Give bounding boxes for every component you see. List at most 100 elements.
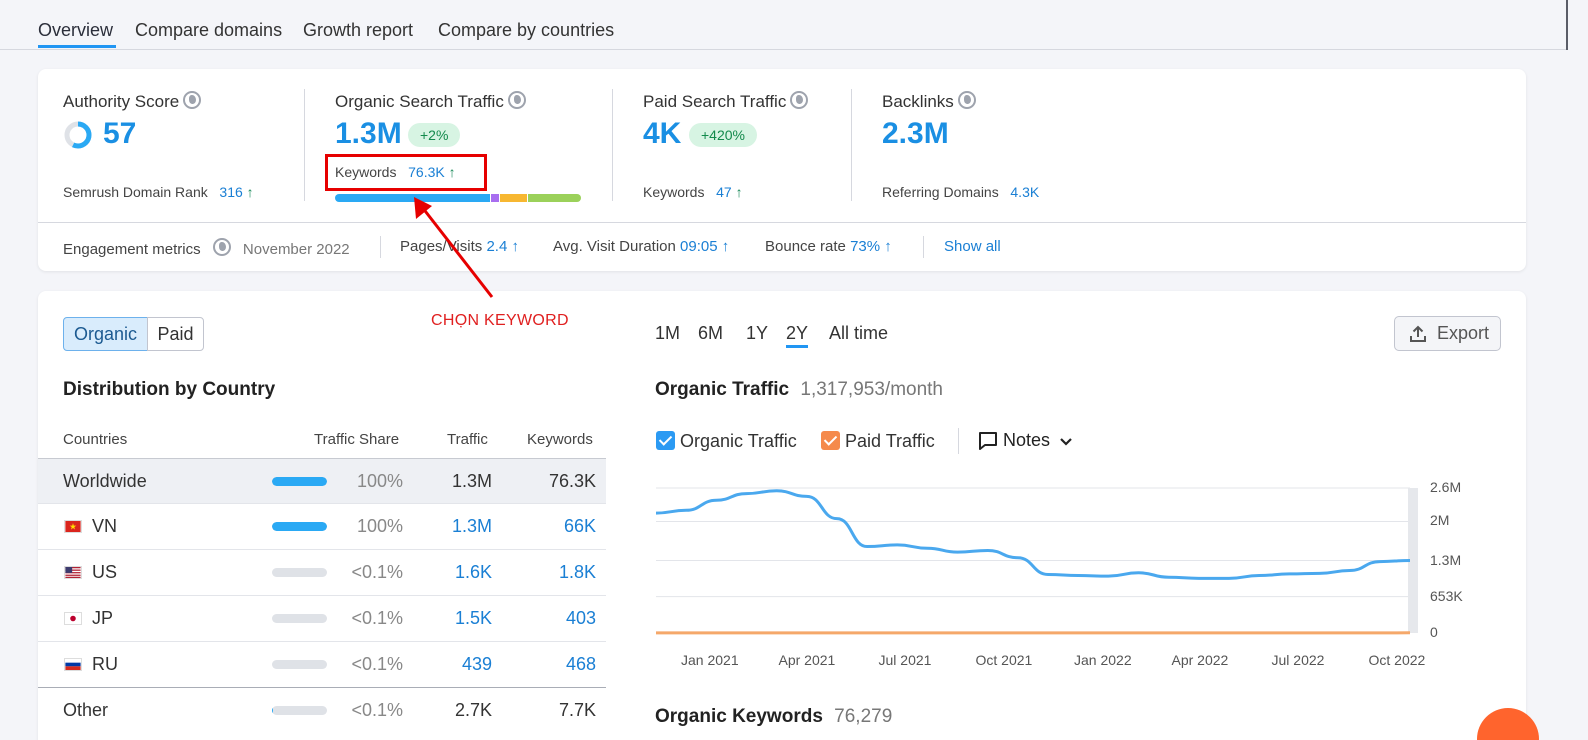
- x-tick-label: Oct 2021: [975, 652, 1033, 668]
- chevron-down-icon[interactable]: [1059, 437, 1073, 447]
- annotation-highlight-box: [325, 154, 487, 191]
- x-tick-label: Jul 2022: [1271, 652, 1325, 668]
- paid-toggle[interactable]: Paid: [147, 317, 204, 351]
- keyword-bar-segment[interactable]: [528, 194, 581, 202]
- arrow-up-icon: ↑: [511, 238, 519, 255]
- keywords-value[interactable]: 66K: [563, 516, 596, 536]
- globe-icon[interactable]: [507, 91, 526, 109]
- traffic-share: 100%: [356, 516, 403, 536]
- organic-keywords-title: Organic Keywords 76,279: [655, 706, 893, 727]
- organic-toggle[interactable]: Organic: [63, 317, 148, 351]
- globe-icon[interactable]: [957, 91, 976, 109]
- keywords-value: 7.7K: [558, 700, 596, 720]
- traffic-share: <0.1%: [351, 562, 403, 582]
- paid-traffic-value[interactable]: 4K: [643, 117, 682, 150]
- x-tick-label: Apr 2022: [1171, 652, 1229, 668]
- table-row[interactable]: Worldwide 100% 1.3M 76.3K: [38, 458, 606, 504]
- russia-flag-icon: [64, 658, 82, 671]
- period-1y[interactable]: 1Y: [746, 323, 769, 343]
- tab-overview[interactable]: Overview: [38, 20, 114, 40]
- summary-card: [38, 69, 1526, 271]
- traffic-value[interactable]: 1.5K: [454, 608, 492, 628]
- y-tick-label: 2.6M: [1430, 479, 1462, 495]
- paid-keywords-value[interactable]: 47: [716, 184, 732, 200]
- divider: [38, 222, 1526, 223]
- keyword-bar-segment[interactable]: [500, 194, 527, 202]
- domain-rank: Semrush Domain Rank 316 ↑: [63, 184, 254, 200]
- y-tick-label: 1.3M: [1430, 551, 1462, 568]
- organic-traffic-title: Organic Traffic 1,317,953/month: [655, 379, 944, 400]
- keyword-bar-segment[interactable]: [335, 194, 490, 202]
- traffic-value[interactable]: 1.6K: [454, 562, 492, 582]
- traffic-share: <0.1%: [351, 654, 403, 674]
- x-tick-label: Jul 2021: [878, 652, 932, 668]
- table-row[interactable]: JP <0.1% 1.5K 403: [38, 596, 606, 642]
- organic-keywords-value[interactable]: 76.3K: [408, 164, 445, 180]
- notes-icon: [979, 432, 997, 450]
- tab-compare-by-countries[interactable]: Compare by countries: [438, 20, 615, 40]
- table-row[interactable]: US <0.1% 1.6K 1.8K: [38, 550, 606, 596]
- referring-domains-value[interactable]: 4.3K: [1010, 184, 1040, 200]
- active-tab-indicator: [38, 45, 116, 48]
- table-row[interactable]: VN 100% 1.3M 66K: [38, 504, 606, 550]
- organic-keywords: Keywords 76.3K ↑: [335, 164, 456, 180]
- bounce-rate: Bounce rate 73% ↑: [765, 238, 892, 255]
- keywords-value[interactable]: 468: [565, 654, 596, 674]
- divider: [923, 236, 924, 258]
- domain-rank-value[interactable]: 316: [219, 184, 243, 200]
- col-traffic[interactable]: Traffic: [447, 431, 488, 448]
- organic-traffic-checkbox[interactable]: [656, 431, 675, 450]
- traffic-share-bar: [272, 614, 327, 623]
- traffic-share: 100%: [356, 471, 403, 491]
- col-keywords[interactable]: Keywords: [527, 431, 593, 448]
- organic-keywords-count: 76,279: [834, 706, 893, 727]
- divider: [958, 428, 959, 454]
- table-row[interactable]: RU <0.1% 439 468: [38, 642, 606, 688]
- period-2y[interactable]: 2Y: [786, 323, 809, 348]
- organic-growth-badge: +2%: [408, 123, 461, 147]
- arrow-up-icon: ↑: [246, 184, 254, 200]
- usa-flag-icon: [64, 566, 82, 579]
- organic-traffic-per-month: 1,317,953/month: [800, 379, 944, 400]
- globe-icon[interactable]: [212, 238, 231, 256]
- x-tick-label: Jan 2022: [1074, 652, 1132, 668]
- y-tick-label: 653K: [1430, 587, 1463, 604]
- traffic-share: <0.1%: [351, 608, 403, 628]
- japan-flag-icon: [64, 612, 82, 625]
- y-tick-label: 0: [1430, 624, 1438, 640]
- paid-traffic-label: Paid Search Traffic: [643, 91, 809, 112]
- arrow-up-icon: ↑: [884, 238, 892, 255]
- country-name: VN: [92, 516, 118, 536]
- y-tick-label: 2M: [1430, 512, 1450, 529]
- tab-growth-report[interactable]: Growth report: [303, 20, 414, 40]
- paid-traffic-checkbox[interactable]: [821, 431, 840, 450]
- keyword-bar-segment[interactable]: [491, 194, 499, 202]
- notes-dropdown[interactable]: Notes: [1003, 430, 1051, 450]
- keywords-value[interactable]: 1.8K: [558, 562, 596, 582]
- scrollbar-edge: [1566, 0, 1568, 50]
- backlinks-value[interactable]: 2.3M: [882, 117, 949, 150]
- paid-keywords: Keywords 47 ↑: [643, 184, 743, 200]
- col-traffic-share[interactable]: Traffic Share: [314, 431, 400, 448]
- period-1m[interactable]: 1M: [655, 323, 681, 343]
- traffic-value[interactable]: 1.3M: [451, 516, 492, 536]
- traffic-value[interactable]: 439: [461, 654, 492, 674]
- period-6m[interactable]: 6M: [698, 323, 724, 343]
- export-button[interactable]: Export: [1394, 316, 1501, 351]
- organic-traffic-value[interactable]: 1.3M: [335, 117, 402, 150]
- divider: [304, 89, 305, 201]
- col-countries: Countries: [63, 431, 128, 448]
- referring-domains: Referring Domains 4.3K: [882, 184, 1040, 200]
- distribution-title: Distribution by Country: [63, 379, 276, 400]
- keywords-value[interactable]: 403: [565, 608, 596, 628]
- organic-traffic-label: Organic Search Traffic: [335, 91, 526, 112]
- country-name: US: [92, 562, 118, 582]
- globe-icon[interactable]: [183, 91, 202, 109]
- paid-growth-badge: +420%: [689, 123, 757, 147]
- globe-icon[interactable]: [790, 91, 809, 109]
- traffic-share-bar: [272, 522, 327, 531]
- table-row[interactable]: Other <0.1% 2.7K 7.7K: [38, 688, 606, 734]
- tab-compare-domains[interactable]: Compare domains: [135, 20, 283, 40]
- show-all-link[interactable]: Show all: [944, 238, 1001, 255]
- period-all-time[interactable]: All time: [829, 323, 889, 343]
